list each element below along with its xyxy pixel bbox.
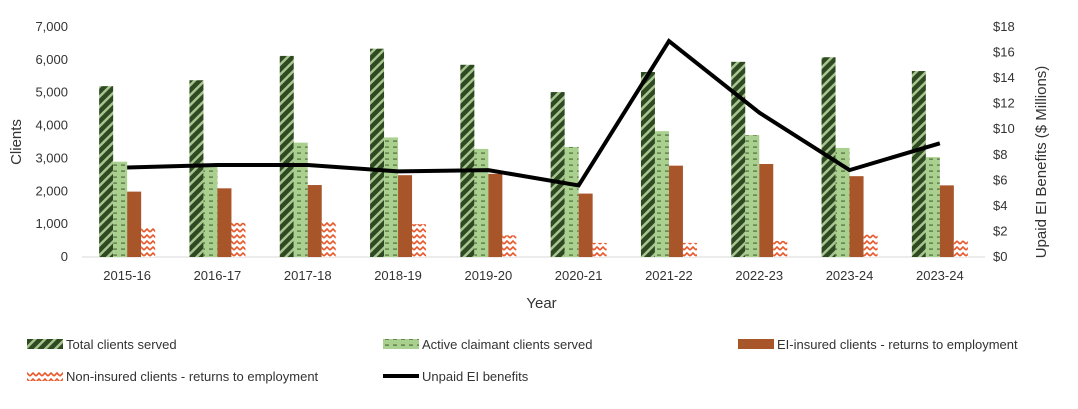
bar-non-insured-clients-returns-to-employment (682, 242, 697, 257)
y2-tick-label: $10 (993, 121, 1015, 136)
bar-total-clients-served (731, 61, 746, 258)
bar-active-claimant-clients-served (654, 131, 669, 257)
bar-non-insured-clients-returns-to-employment (502, 235, 517, 257)
y2-tick-label: $6 (993, 172, 1007, 187)
legend-swatch-non-insured-clients-returns-to-employment (27, 371, 63, 381)
bar-total-clients-served (550, 92, 565, 257)
legend-label: Unpaid EI benefits (422, 369, 529, 384)
x-tick-label: 2023-24 (826, 268, 874, 283)
bar-total-clients-served (279, 55, 294, 257)
bar-total-clients-served (640, 72, 655, 257)
bar-non-insured-clients-returns-to-employment (231, 222, 246, 257)
bar-ei-insured-clients-returns-to-employment (668, 165, 683, 257)
bar-ei-insured-clients-returns-to-employment (939, 185, 954, 257)
bar-non-insured-clients-returns-to-employment (953, 240, 968, 257)
bar-non-insured-clients-returns-to-employment (412, 224, 427, 257)
x-tick-label: 2020-21 (555, 268, 603, 283)
bar-active-claimant-clients-served (203, 165, 218, 257)
x-tick-label: 2018-19 (374, 268, 422, 283)
bar-ei-insured-clients-returns-to-employment (307, 185, 322, 257)
legend-swatch-total-clients-served (27, 339, 63, 349)
y-tick-label: 7,000 (35, 19, 68, 34)
bar-non-insured-clients-returns-to-employment (141, 228, 156, 257)
x-tick-label: 2021-22 (645, 268, 693, 283)
y2-tick-label: $4 (993, 198, 1007, 213)
x-tick-label: 2022-23 (735, 268, 783, 283)
y-tick-label: 3,000 (35, 150, 68, 165)
y2-tick-label: $12 (993, 96, 1015, 111)
y-tick-label: 6,000 (35, 52, 68, 67)
bar-ei-insured-clients-returns-to-employment (217, 188, 232, 257)
bar-active-claimant-clients-served (293, 142, 308, 257)
bar-total-clients-served (99, 86, 114, 258)
legend-label: Non-insured clients - returns to employm… (66, 369, 319, 384)
legend-swatch-ei-insured-clients-returns-to-employment (738, 339, 774, 349)
y2-tick-label: $2 (993, 223, 1007, 238)
x-tick-label: 2015-16 (103, 268, 151, 283)
bar-active-claimant-clients-served (564, 146, 579, 257)
y2-tick-label: $0 (993, 249, 1007, 264)
y2-tick-label: $16 (993, 45, 1015, 60)
bar-active-claimant-clients-served (835, 147, 850, 257)
x-tick-label: 2017-18 (284, 268, 332, 283)
y-tick-label: 4,000 (35, 118, 68, 133)
y-tick-label: 0 (61, 249, 68, 264)
legend-label: Active claimant clients served (422, 337, 593, 352)
y-axis-title: Clients (8, 119, 25, 165)
bar-ei-insured-clients-returns-to-employment (849, 176, 864, 257)
bar-total-clients-served (189, 80, 204, 257)
y2-tick-label: $8 (993, 147, 1007, 162)
bar-ei-insured-clients-returns-to-employment (398, 175, 413, 257)
x-tick-label: 2016-17 (194, 268, 242, 283)
y2-tick-label: $18 (993, 19, 1015, 34)
x-axis-title: Year (526, 295, 556, 312)
bar-active-claimant-clients-served (925, 157, 940, 257)
y-tick-label: 1,000 (35, 216, 68, 231)
bar-ei-insured-clients-returns-to-employment (759, 164, 774, 257)
bar-active-claimant-clients-served (474, 148, 489, 257)
bar-ei-insured-clients-returns-to-employment (578, 193, 593, 257)
legend-label: Total clients served (66, 337, 177, 352)
y-tick-label: 5,000 (35, 85, 68, 100)
bar-non-insured-clients-returns-to-employment (592, 242, 607, 257)
bar-non-insured-clients-returns-to-employment (321, 220, 336, 257)
bar-total-clients-served (370, 48, 385, 257)
bar-total-clients-served (911, 71, 926, 258)
line-unpaid-ei-benefits (127, 38, 941, 188)
y2-tick-label: $14 (993, 70, 1015, 85)
bar-total-clients-served (460, 64, 475, 258)
y-tick-label: 2,000 (35, 183, 68, 198)
bar-non-insured-clients-returns-to-employment (773, 240, 788, 257)
x-tick-label: 2023-24 (916, 268, 964, 283)
bar-active-claimant-clients-served (745, 135, 760, 257)
x-tick-label: 2019-20 (464, 268, 512, 283)
legend-swatch-active-claimant-clients-served (383, 339, 419, 349)
bar-active-claimant-clients-served (384, 137, 399, 257)
legend-label: EI-insured clients - returns to employme… (777, 337, 1018, 352)
bar-active-claimant-clients-served (113, 161, 128, 257)
bar-ei-insured-clients-returns-to-employment (127, 191, 142, 257)
bar-non-insured-clients-returns-to-employment (863, 234, 878, 257)
y2-axis-title: Upaid EI Benefits ($ Millions) (1033, 66, 1050, 259)
bar-ei-insured-clients-returns-to-employment (488, 173, 503, 257)
